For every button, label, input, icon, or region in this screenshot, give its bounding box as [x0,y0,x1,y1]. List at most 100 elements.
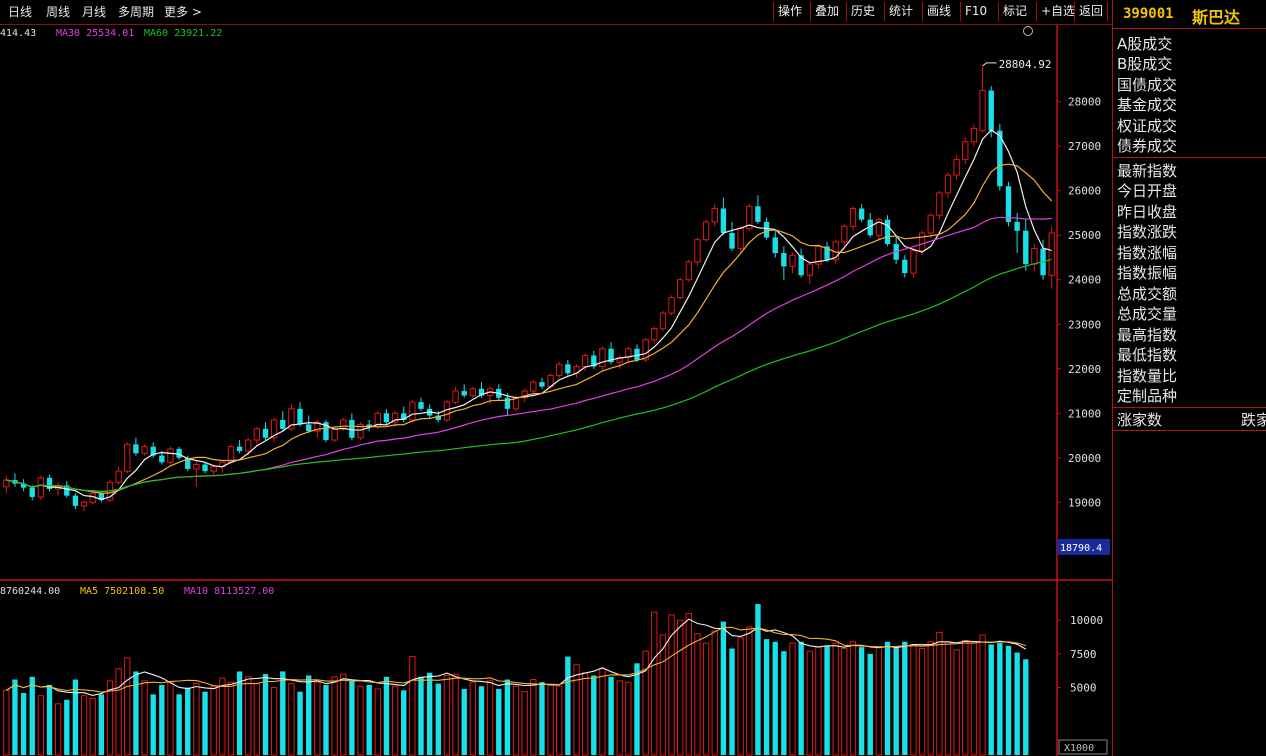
candle-body-up [944,174,952,194]
panel-item-index-change[interactable]: 指数涨跌 [1117,223,1178,241]
volume-bar-down [1014,652,1020,755]
panel-divider [1113,430,1266,431]
current-price-value: 18790.4 [1060,543,1102,554]
back-button[interactable]: 返回 [1074,2,1109,21]
peak-price-annotation: 28804.92 [999,58,1052,71]
volume-bar-up [849,641,857,756]
tab-weekly[interactable]: 周线 [46,5,71,19]
volume-bar-down [159,684,165,755]
volume-bar-up [659,634,667,756]
volume-bar-down [720,621,727,755]
overlay-button[interactable]: 叠加 [810,2,843,21]
volume-bar-down [634,663,640,755]
panel-item-warrant-volume[interactable]: 权证成交 [1117,117,1178,135]
add-watchlist-button[interactable]: +自选 [1036,2,1079,21]
price-tick-label: 23000 [1068,318,1101,331]
candle-body-up [789,254,796,267]
volume-bar-up [970,642,978,756]
volume-bar-up [89,697,96,756]
kline-chart[interactable]: 1800019000200002100022000230002400025000… [0,0,1112,756]
price-tick-label: 25000 [1068,229,1101,242]
candle-body-up [702,221,710,241]
volume-bar-up [141,680,148,756]
panel-item-total-volume[interactable]: 总成交量 [1117,305,1178,323]
statistics-button[interactable]: 统计 [884,2,917,21]
history-button[interactable]: 历史 [846,2,879,21]
volume-bar-up [409,656,416,756]
panel-item-highest-index[interactable]: 最高指数 [1117,326,1178,344]
volume-bar-up [547,684,554,756]
candle-body-up [314,421,321,432]
candle-body-down [29,487,35,497]
volume-bar-up [340,673,347,756]
candle-body-down [202,464,208,472]
operate-button[interactable]: 操作 [773,2,806,21]
volume-bar-up [37,695,45,756]
candle-body-down [591,355,597,367]
panel-item-index-amplitude[interactable]: 指数振幅 [1117,264,1178,282]
volume-bar-up [469,681,477,756]
panel-item-index-change-pct[interactable]: 指数涨幅 [1117,244,1178,262]
volume-bar-up [357,685,364,756]
panel-item-a-share-volume[interactable]: A股成交 [1117,35,1173,53]
panel-item-lowest-index[interactable]: 最低指数 [1117,346,1178,364]
volume-bar-down [867,653,873,755]
volume-bar-up [979,634,986,756]
volume-bar-up [625,681,632,756]
tab-monthly[interactable]: 月线 [82,5,107,19]
panel-advancers-label: 涨家数 [1117,411,1163,429]
candle-body-down [323,422,329,440]
circle-gear-icon[interactable] [1023,26,1033,36]
panel-item-volume-ratio[interactable]: 指数量比 [1117,367,1178,385]
panel-item-total-turnover[interactable]: 总成交额 [1117,285,1178,303]
mark-button[interactable]: 标记 [998,2,1031,21]
volume-bar-up [227,681,235,756]
candle-body-down [608,348,614,363]
volume-bar-down [496,688,502,755]
volume-bar-up [314,681,321,756]
candlestick-series [3,65,1055,512]
candle-body-down [159,455,165,463]
tab-daily[interactable]: 日线 [8,5,33,19]
volume-bar-down [20,693,27,755]
panel-item-b-share-volume[interactable]: B股成交 [1117,55,1173,73]
main-legend-ma60: MA60 23921.22 [144,28,222,39]
candle-body-down [902,259,908,274]
current-price-box [1057,539,1110,555]
candle-body-up [80,501,88,507]
panel-item-treasury-volume[interactable]: 国债成交 [1117,76,1178,94]
panel-item-today-open[interactable]: 今日开盘 [1117,182,1178,200]
candle-body-up [391,412,399,423]
tab-multi-period[interactable]: 多周期 [118,5,155,19]
volume-bar-down [997,643,1003,755]
panel-header: 399001 斯巴达 [1113,0,1266,29]
volume-bar-up [374,688,381,756]
panel-item-prev-close[interactable]: 昨日收盘 [1117,203,1178,221]
panel-item-bond-volume[interactable]: 债券成交 [1117,137,1178,155]
panel-item-fund-volume[interactable]: 基金成交 [1117,96,1178,114]
candle-body-down [262,428,269,438]
candle-body-down [478,388,485,396]
candle-body-up [746,205,753,230]
volume-bar-down [46,684,53,755]
volume-bar-down [824,645,830,755]
candle-body-down [755,206,761,222]
volume-bar-up [651,611,658,756]
main-legend-ma30: MA30 25534.01 [56,28,134,39]
volume-legend-ma5: MA5 7502108.50 [80,586,164,597]
volume-bar-down [418,676,424,755]
candle-body-up [124,443,131,472]
panel-item-custom-instrument[interactable]: 定制品种 [1117,387,1178,405]
volume-bar-down [772,641,778,755]
volume-bar-up [193,683,200,756]
panel-divider [1113,157,1266,158]
volume-tick-label: 10000 [1070,614,1103,627]
draw-line-button[interactable]: 画线 [922,2,955,21]
f10-button[interactable]: F10 [960,2,991,21]
candle-body-down [46,477,53,489]
candle-body-down [997,130,1003,187]
volume-bar-up [167,681,174,756]
candle-body-down [1005,186,1012,222]
panel-item-latest-index[interactable]: 最新指数 [1117,162,1178,180]
tab-more[interactable]: 更多 > [164,5,202,19]
